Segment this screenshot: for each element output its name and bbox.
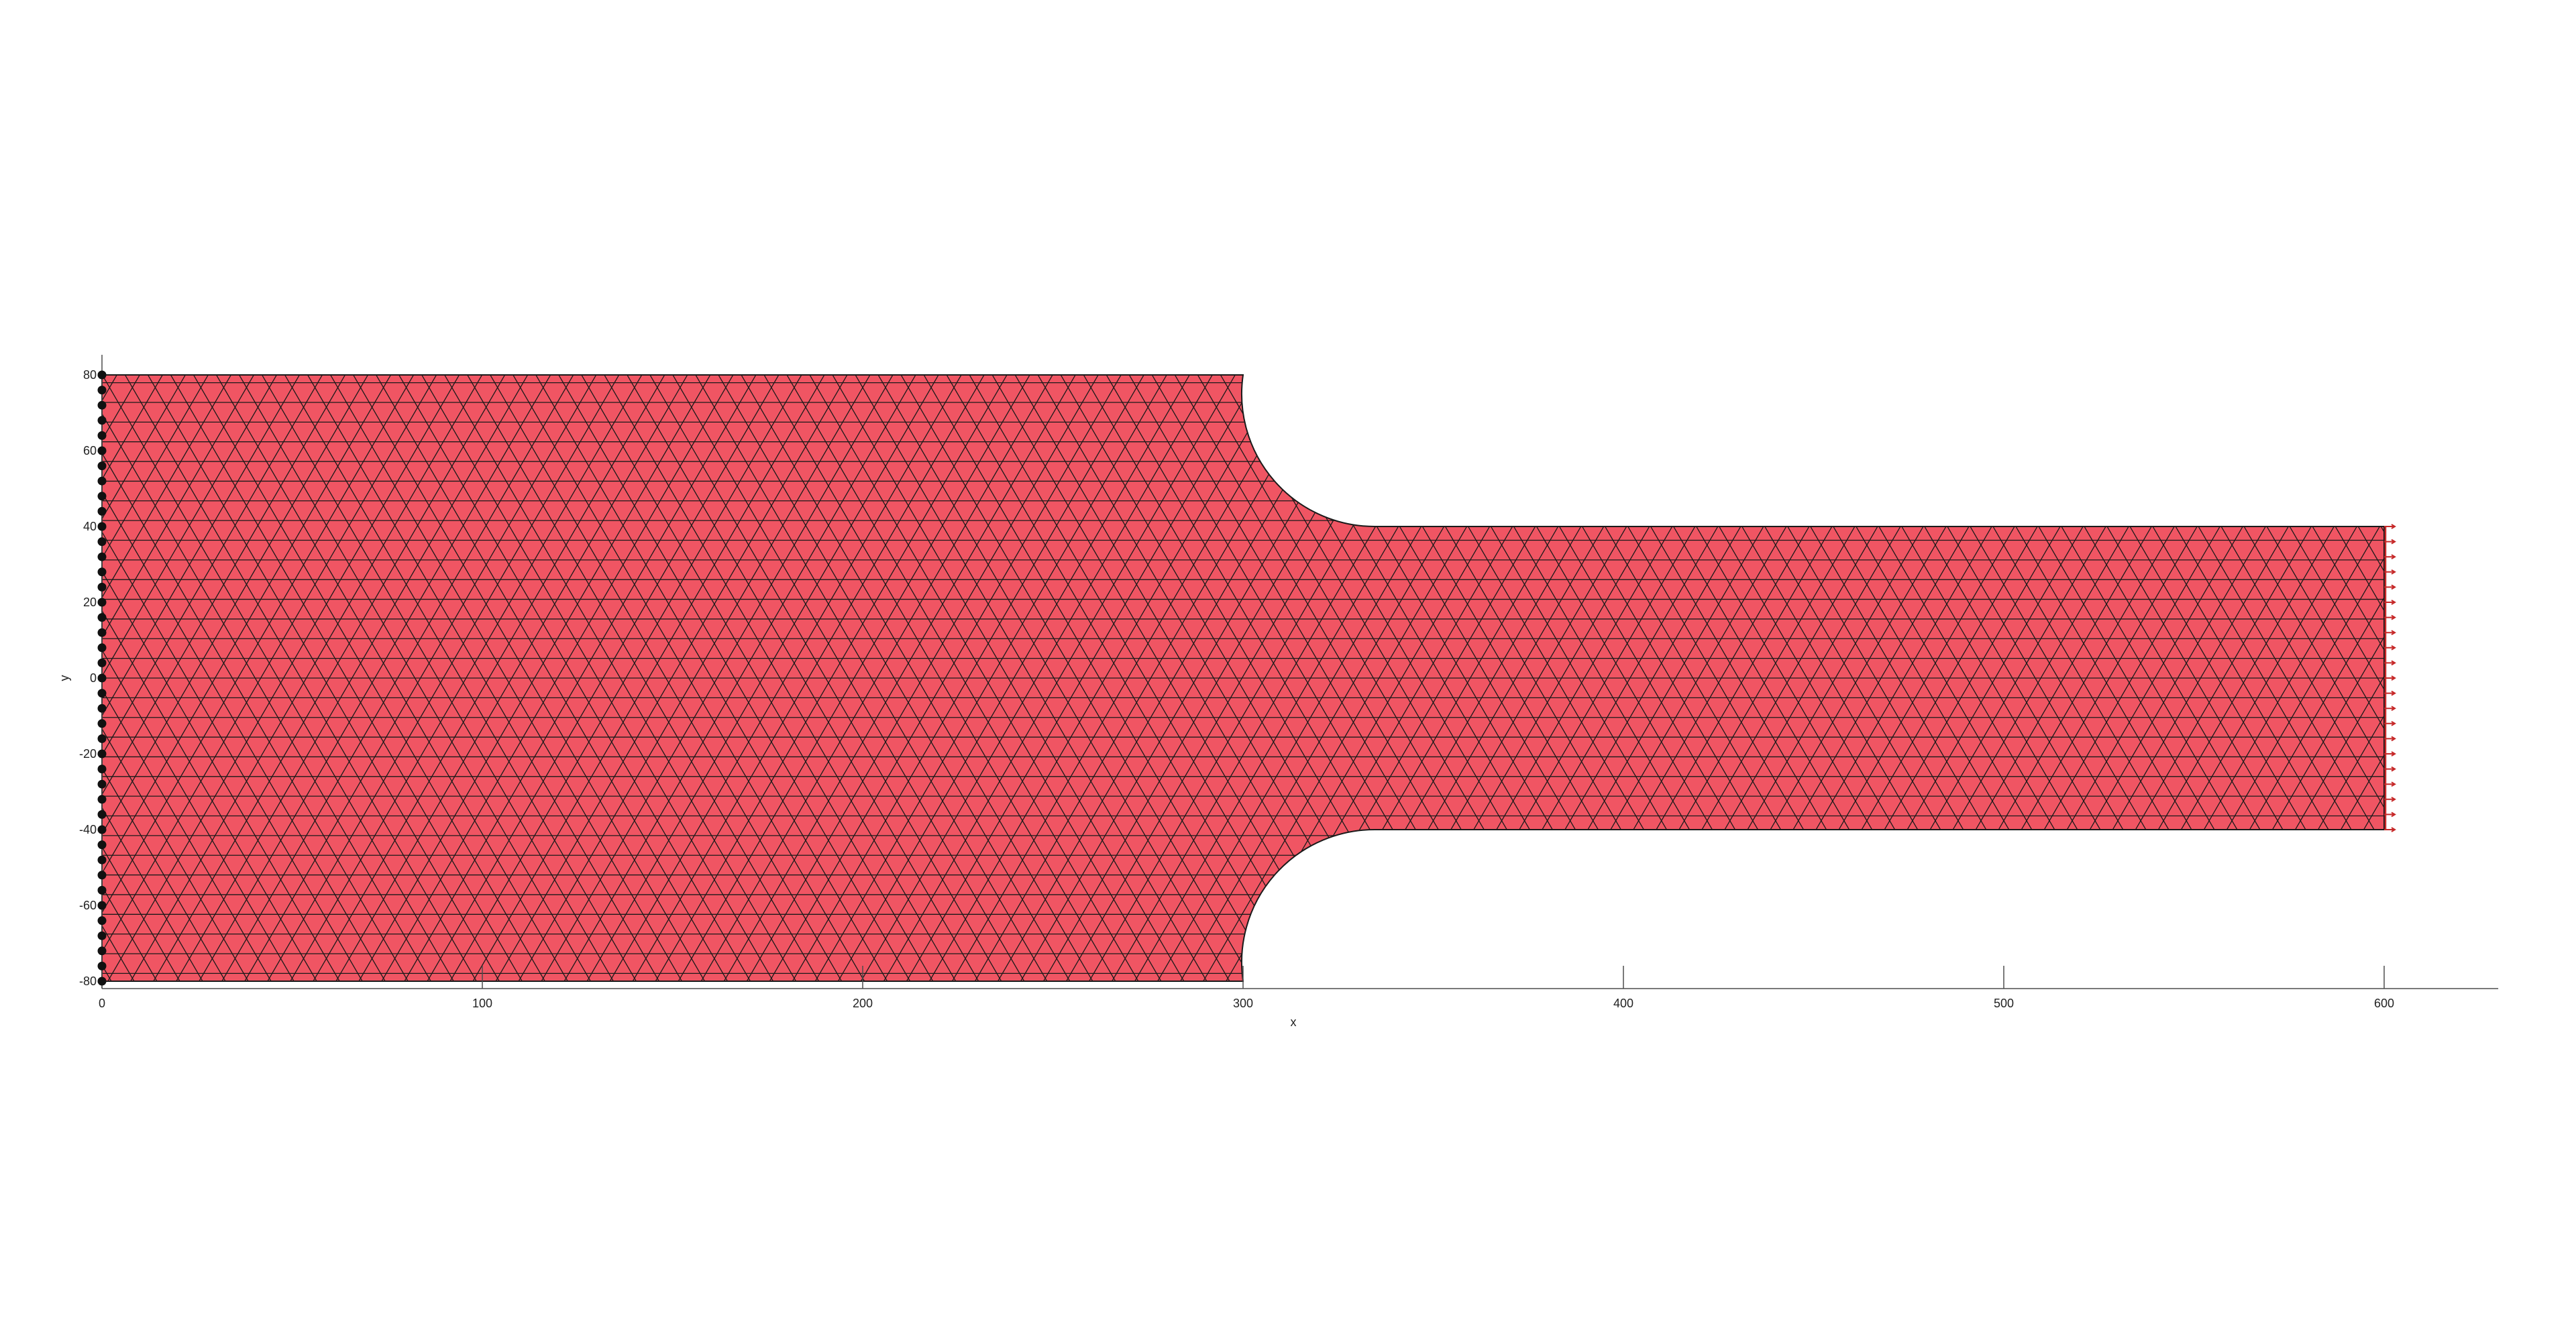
fixed-support-node	[97, 689, 107, 698]
fixed-support-node	[97, 370, 107, 380]
fixed-support-markers	[97, 370, 107, 986]
x-tick-label: 300	[1233, 997, 1253, 1010]
fixed-support-node	[97, 855, 107, 865]
fixed-support-node	[97, 825, 107, 834]
x-tick-label: 500	[1994, 997, 2014, 1010]
fixed-support-node	[97, 901, 107, 910]
fixed-support-node	[97, 446, 107, 455]
fixed-support-node	[97, 871, 107, 880]
fixed-support-node	[97, 643, 107, 653]
fixed-support-node	[97, 673, 107, 683]
fixed-support-node	[97, 537, 107, 547]
fixed-support-node	[97, 931, 107, 940]
x-tick-label: 200	[853, 997, 873, 1010]
fixed-support-node	[97, 734, 107, 743]
fixed-support-node	[97, 628, 107, 637]
fixed-support-node	[97, 461, 107, 471]
fixed-support-node	[97, 476, 107, 486]
y-tick-label: -80	[79, 975, 97, 988]
fixed-support-node	[97, 885, 107, 895]
x-axis: 0 100 200 300 400 500 600	[99, 966, 2499, 1010]
fixed-support-node	[97, 810, 107, 819]
fixed-support-node	[97, 386, 107, 395]
fixed-support-node	[97, 552, 107, 561]
applied-load-arrows	[2384, 524, 2396, 832]
mesh-edges-diagonal-b	[102, 375, 2384, 981]
fixed-support-node	[97, 977, 107, 986]
fixed-support-node	[97, 492, 107, 501]
x-tick-label: 0	[99, 997, 105, 1010]
y-axis-label: y	[58, 675, 71, 681]
fixed-support-node	[97, 598, 107, 607]
fixed-support-node	[97, 613, 107, 622]
x-tick-label: 100	[472, 997, 492, 1010]
fixed-support-node	[97, 431, 107, 440]
fixed-support-node	[97, 400, 107, 410]
y-tick-label: 80	[83, 368, 97, 382]
y-tick-label: -60	[79, 899, 97, 912]
x-axis-label: x	[1291, 1015, 1297, 1029]
y-tick-label: 60	[83, 444, 97, 457]
fixed-support-node	[97, 946, 107, 956]
fixed-support-node	[97, 567, 107, 577]
y-tick-label: 0	[90, 671, 97, 685]
fixed-support-node	[97, 779, 107, 789]
fixed-support-node	[97, 658, 107, 667]
fixed-support-node	[97, 765, 107, 774]
y-tick-label: -40	[79, 823, 97, 836]
fixed-support-node	[97, 795, 107, 804]
fixed-support-node	[97, 522, 107, 531]
x-tick-label: 400	[1613, 997, 1633, 1010]
y-tick-label: 40	[83, 520, 97, 533]
mesh-region	[101, 374, 2385, 982]
fixed-support-node	[97, 749, 107, 759]
y-tick-label: -20	[79, 747, 97, 761]
fixed-support-node	[97, 840, 107, 850]
fixed-support-node	[97, 506, 107, 516]
fixed-support-node	[97, 416, 107, 425]
fixed-support-node	[97, 704, 107, 713]
fixed-support-node	[97, 582, 107, 592]
fixed-support-node	[97, 961, 107, 970]
x-tick-label: 600	[2374, 997, 2394, 1010]
y-tick-label: 20	[83, 596, 97, 609]
mesh-edges-diagonal-a	[102, 375, 2384, 981]
fixed-support-node	[97, 719, 107, 728]
fixed-support-node	[97, 916, 107, 926]
y-axis: -80 -60 -40 -20 0 20 40 60 80	[79, 355, 106, 989]
